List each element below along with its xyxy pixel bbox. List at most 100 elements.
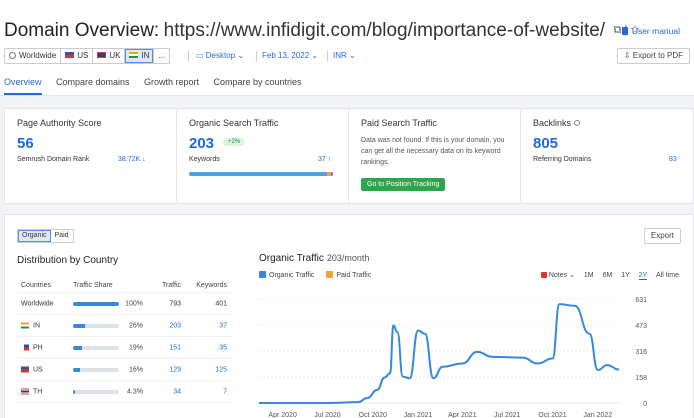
domain-rank-value[interactable]: 38.72K ↓ [118, 156, 146, 163]
region-more[interactable]: ... [158, 51, 166, 60]
authority-title: Page Authority Score [17, 118, 102, 128]
backlinks-value[interactable]: 805 [533, 135, 559, 152]
bar-segment-paid [327, 172, 331, 176]
table-row[interactable]: TH 4.3% 34 7 [17, 381, 233, 403]
external-link-icon[interactable]: ⧉ [613, 24, 622, 36]
date-dropdown[interactable]: Feb 13, 2022 ⌄ [262, 51, 319, 60]
traffic-share-value: 26% [128, 322, 143, 329]
range-1y[interactable]: 1Y [621, 272, 630, 279]
x-tick-label: Apr 2021 [448, 412, 477, 418]
device-dropdown[interactable]: ▭ Desktop ⌄ [196, 51, 245, 60]
uk-flag-icon [97, 52, 107, 58]
metrics-row: Page Authority Score 56 Semrush Domain R… [4, 108, 694, 204]
x-tick-label: Jul 2021 [494, 412, 521, 418]
country-name: IN [21, 322, 40, 329]
divider [256, 51, 257, 61]
legend-paid[interactable]: Paid Traffic [326, 271, 371, 279]
checkbox-icon [326, 271, 334, 278]
notes-dropdown[interactable]: Notes ⌄ [540, 272, 575, 279]
currency-dropdown[interactable]: INR ⌄ [333, 51, 356, 60]
bar-segment-other [331, 172, 333, 176]
organic-traffic-card: Organic Search Traffic 203 +2% Keywords … [176, 109, 348, 203]
authority-value[interactable]: 56 [17, 135, 34, 152]
tab-growth-report[interactable]: Growth report [143, 77, 199, 87]
domain-rank-label: Semrush Domain Rank [17, 156, 90, 163]
range-6m[interactable]: 6M [602, 272, 613, 279]
traffic-distribution-bar [189, 172, 333, 176]
range-2y[interactable]: 2Y [638, 272, 648, 280]
traffic-value[interactable]: 793 [169, 300, 181, 307]
keywords-value[interactable]: 37 ↑ [318, 156, 332, 163]
legend-organic[interactable]: Organic Traffic [259, 271, 314, 279]
keywords-value[interactable]: 37 [219, 322, 227, 329]
region-us[interactable]: US [61, 49, 94, 63]
star-icon[interactable]: ☆ [630, 24, 640, 36]
country-name: TH [21, 388, 42, 395]
position-tracking-button[interactable]: Go to Position Tracking [361, 178, 446, 191]
in-flag-icon [21, 322, 29, 328]
tab-compare-by-countries[interactable]: Compare by countries [213, 77, 302, 87]
organic-title: Organic Search Traffic [189, 118, 279, 128]
country-name: Worldwide [21, 300, 54, 307]
keywords-label: Keywords [189, 156, 220, 163]
traffic-share-fill [73, 389, 75, 394]
x-tick-label: Oct 2020 [359, 412, 388, 418]
page-header: Domain Overview: https://www.infidigit.c… [0, 0, 694, 96]
traffic-share-bar [73, 301, 119, 306]
country-table: Countries Traffic Share Traffic Keywords… [17, 279, 233, 403]
region-uk[interactable]: UK [93, 49, 126, 63]
traffic-value[interactable]: 129 [169, 366, 181, 373]
paid-traffic-card: Paid Search Traffic Data was not found. … [348, 109, 520, 203]
y-tick-label: 473 [635, 323, 647, 330]
organic-value[interactable]: 203 [189, 135, 215, 152]
organic-change-badge: +2% [223, 138, 246, 146]
region-in[interactable]: IN [125, 49, 155, 63]
keywords-value[interactable]: 35 [219, 344, 227, 351]
toggle-paid[interactable]: Paid [54, 232, 69, 239]
traffic-share-value: 100% [125, 300, 143, 307]
x-tick-label: Jan 2021 [404, 412, 433, 418]
paid-title: Paid Search Traffic [361, 118, 437, 128]
paid-message: Data was not found. If this is your doma… [361, 137, 505, 166]
header-keywords: Keywords [196, 282, 227, 289]
referring-domains-value[interactable]: 83 [669, 156, 677, 163]
authority-score-card: Page Authority Score 56 Semrush Domain R… [5, 109, 176, 203]
domain-url[interactable]: https://www.infidigit.com/blog/importanc… [163, 20, 606, 41]
range-1m[interactable]: 1M [583, 272, 594, 279]
ph-flag-icon [21, 344, 29, 350]
x-tick-label: Jan 2022 [583, 412, 612, 418]
export-button[interactable]: Export [643, 228, 681, 244]
globe-icon [9, 52, 16, 59]
backlinks-card: Backlinks 805 Referring Domains 83 [520, 109, 693, 203]
chart-title: Organic Traffic [259, 253, 324, 264]
keywords-value[interactable]: 401 [215, 300, 227, 307]
user-manual-link[interactable]: User manual [621, 26, 680, 36]
keywords-value[interactable]: 7 [223, 388, 227, 395]
keywords-value[interactable]: 125 [215, 366, 227, 373]
table-row[interactable]: US 16% 129 125 [17, 359, 233, 381]
tab-compare-domains[interactable]: Compare domains [55, 77, 130, 87]
region-worldwide[interactable]: Worldwide [5, 49, 62, 63]
traffic-share-fill [73, 301, 119, 306]
y-tick-label: 158 [635, 375, 647, 382]
traffic-share-bar [73, 389, 119, 394]
export-pdf-button[interactable]: ⇩ Export to PDF [616, 48, 690, 64]
table-rows: Worldwide 100% 793 401 IN 26% 203 37 PH 19% 151 35 U… [17, 293, 233, 403]
country-name: US [21, 366, 43, 373]
toggle-organic[interactable]: Organic [18, 230, 51, 242]
traffic-value[interactable]: 203 [169, 322, 181, 329]
table-row[interactable]: PH 19% 151 35 [17, 337, 233, 359]
controls-row: Worldwide US UK IN ... ▭ Desktop ⌄ Feb 1… [4, 48, 690, 64]
table-row[interactable]: Worldwide 100% 793 401 [17, 293, 233, 315]
traffic-value[interactable]: 34 [173, 388, 181, 395]
refresh-icon[interactable] [574, 120, 581, 126]
tab-overview[interactable]: Overview [4, 74, 42, 95]
traffic-value[interactable]: 151 [169, 344, 181, 351]
traffic-share-value: 4.3% [127, 388, 143, 395]
referring-domains-label: Referring Domains [533, 156, 592, 163]
header-countries: Countries [21, 282, 51, 289]
traffic-share-fill [73, 323, 85, 328]
table-row[interactable]: IN 26% 203 37 [17, 315, 233, 337]
range-all-time[interactable]: All time [656, 272, 679, 279]
table-header: Countries Traffic Share Traffic Keywords [17, 279, 233, 293]
